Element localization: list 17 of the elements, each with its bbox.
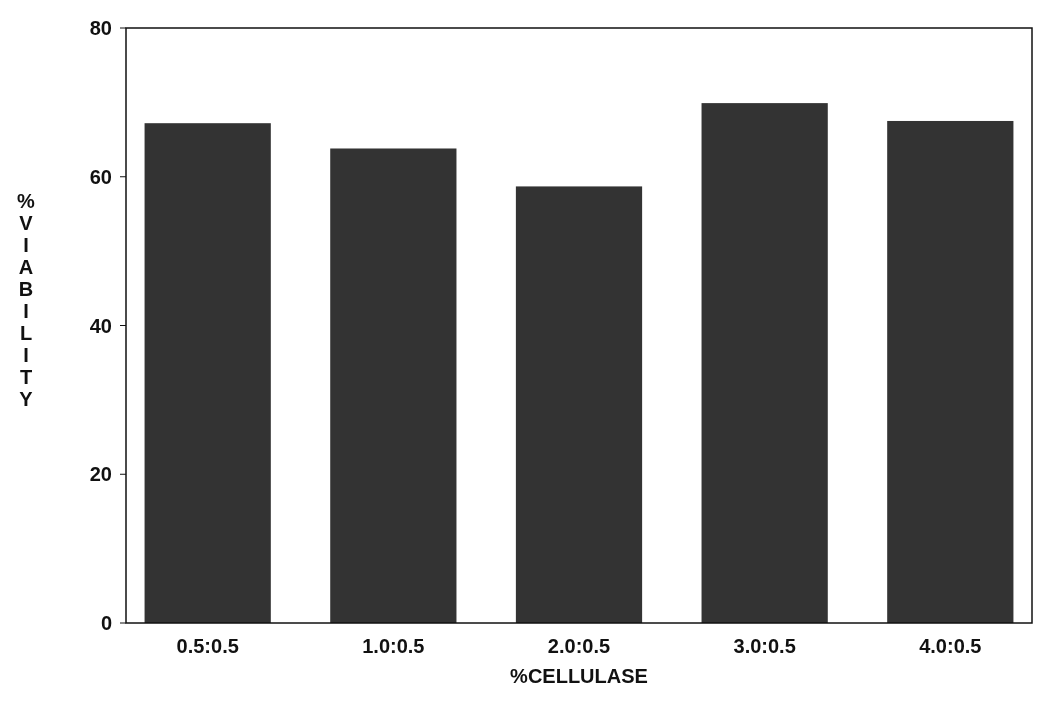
x-axis-title: %CELLULASE <box>510 665 648 687</box>
bar <box>144 123 271 623</box>
y-tick-label: 0 <box>100 612 112 634</box>
bar <box>701 103 828 623</box>
bar <box>515 186 643 623</box>
text: %VIABILITY <box>17 190 35 410</box>
bar <box>887 120 1014 623</box>
x-tick-label: 1.0:0.5 <box>362 635 425 657</box>
y-tick-label: 60 <box>89 165 112 188</box>
x-tick-label: 0.5:0.5 <box>176 635 239 657</box>
x-tick-label: 3.0:0.5 <box>733 635 796 657</box>
x-tick-label: 4.0:0.5 <box>919 635 982 657</box>
y-tick-label: 20 <box>89 463 112 486</box>
y-tick-label: 40 <box>89 314 112 337</box>
bar <box>330 148 457 623</box>
y-tick-label: 80 <box>89 17 112 39</box>
x-tick-label: 2.0:0.5 <box>547 635 611 657</box>
